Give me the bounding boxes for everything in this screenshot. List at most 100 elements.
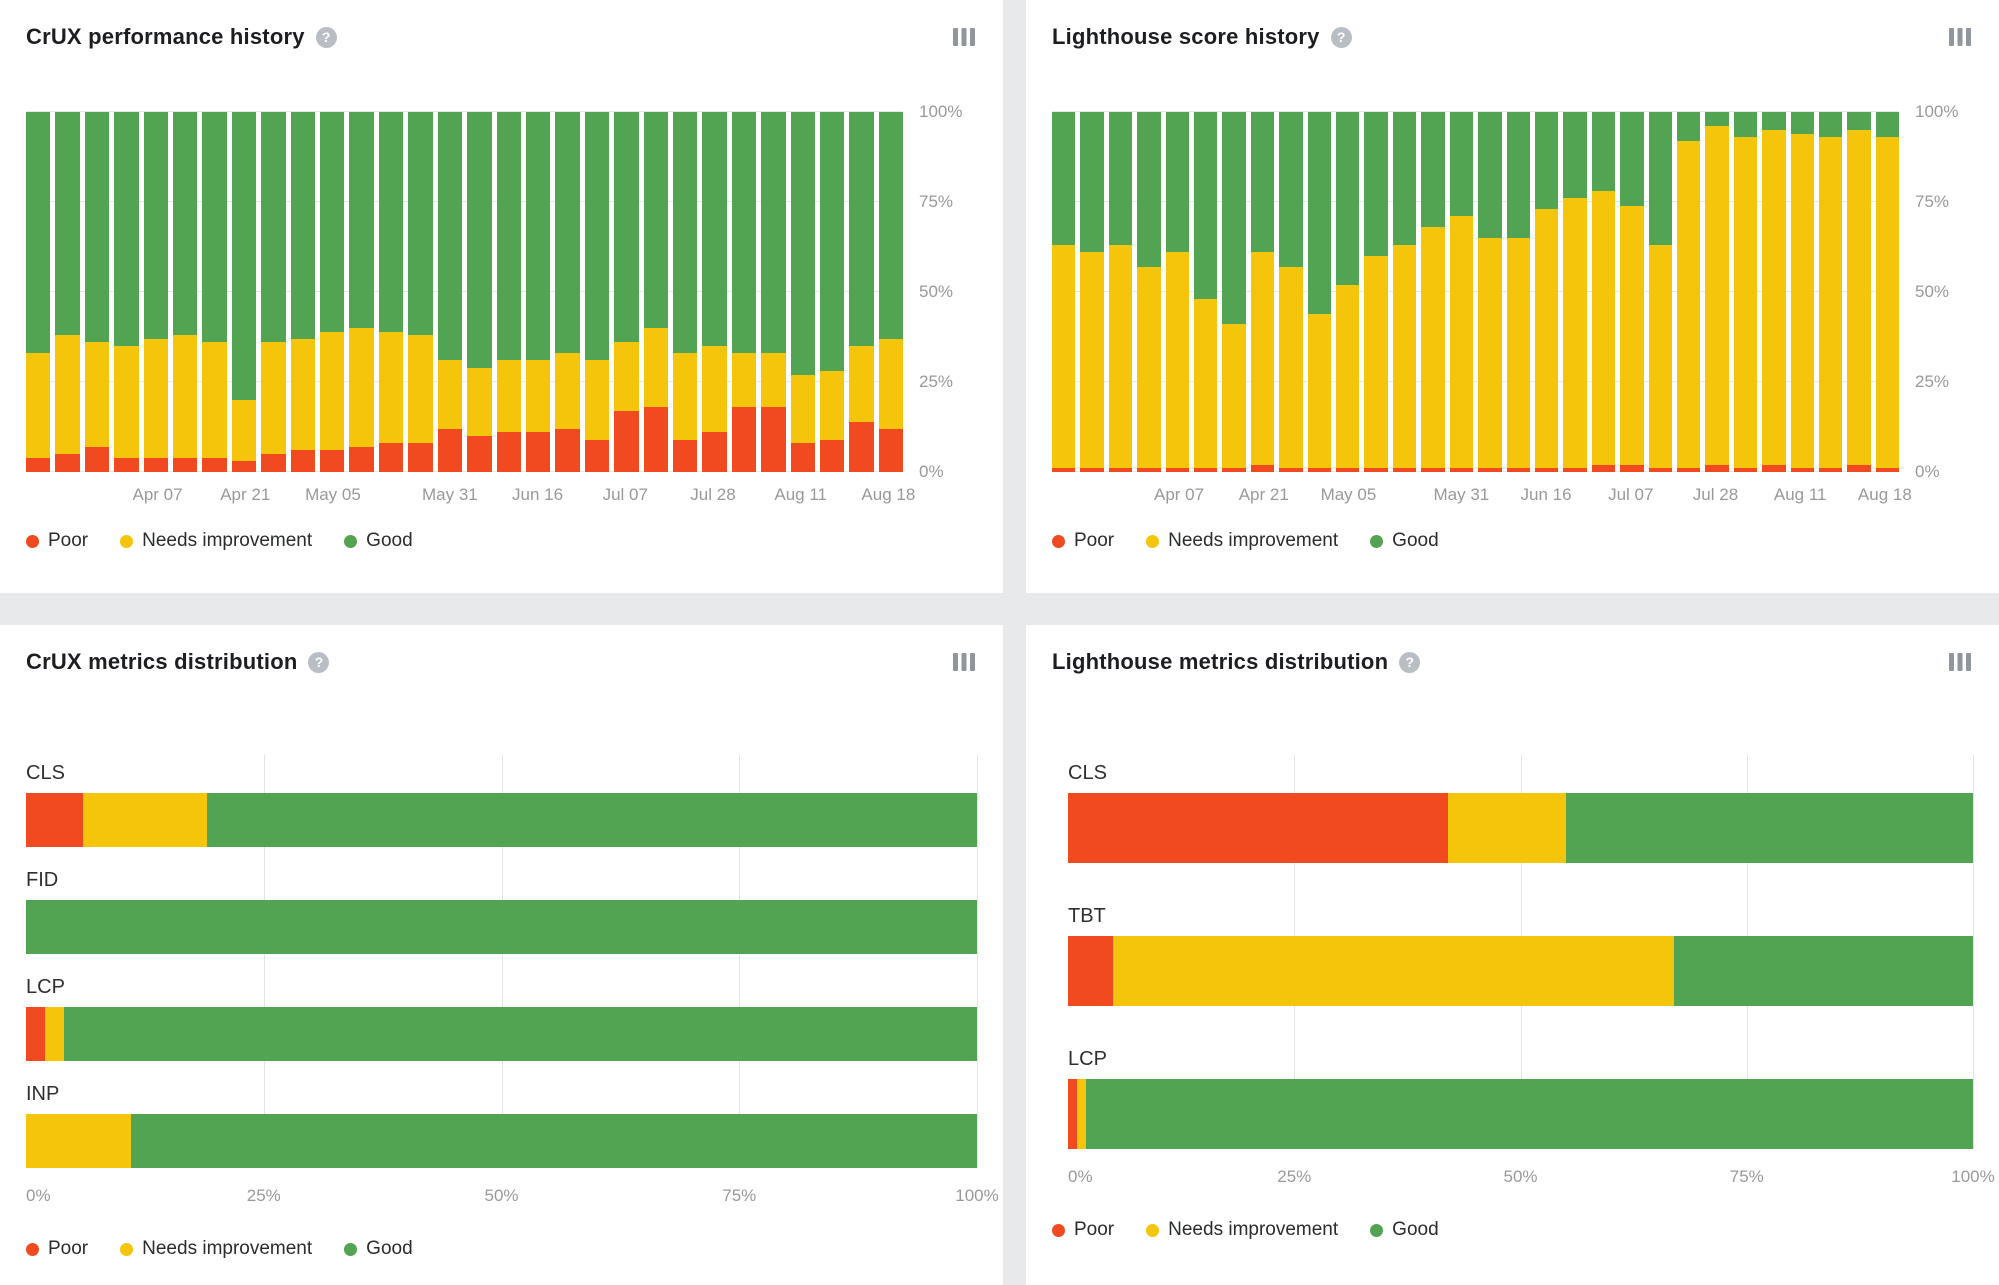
bar-segment-needs_improvement[interactable] xyxy=(1676,140,1701,469)
bar-segment-poor[interactable] xyxy=(1307,468,1332,472)
bar-segment-poor[interactable] xyxy=(1762,464,1786,472)
bar-segment-needs_improvement[interactable] xyxy=(437,360,463,429)
bar-segment-needs_improvement[interactable] xyxy=(1478,238,1502,469)
bar-segment-needs_improvement[interactable] xyxy=(1052,245,1076,469)
bar-segment-good[interactable] xyxy=(1790,112,1814,134)
bar-segment-good[interactable] xyxy=(206,793,977,847)
bar-segment-good[interactable] xyxy=(849,112,874,346)
bar-segment-poor[interactable] xyxy=(437,428,463,472)
bar-segment-poor[interactable] xyxy=(1194,468,1218,472)
legend-item-needs-improvement[interactable]: Needs improvement xyxy=(120,530,312,552)
bar-segment-poor[interactable] xyxy=(1818,468,1843,472)
bar-segment-needs_improvement[interactable] xyxy=(584,360,610,440)
bar-segment-poor[interactable] xyxy=(849,421,874,472)
bar-segment-needs_improvement[interactable] xyxy=(1077,1079,1087,1149)
bar-segment-good[interactable] xyxy=(1534,112,1559,210)
bar-segment-poor[interactable] xyxy=(643,407,668,472)
bar-segment-poor[interactable] xyxy=(1591,464,1616,472)
bar-segment-poor[interactable] xyxy=(731,407,757,472)
legend-item-needs-improvement[interactable]: Needs improvement xyxy=(1146,530,1338,552)
bar-segment-poor[interactable] xyxy=(290,450,316,472)
bar-segment-poor[interactable] xyxy=(231,461,257,472)
bar-segment-poor[interactable] xyxy=(408,443,433,472)
bar-segment-poor[interactable] xyxy=(1392,468,1417,472)
bar-segment-poor[interactable] xyxy=(878,428,904,472)
bar-segment-poor[interactable] xyxy=(1222,468,1246,472)
bar-segment-needs_improvement[interactable] xyxy=(1648,245,1672,469)
bar-segment-poor[interactable] xyxy=(1068,1079,1078,1149)
bar-segment-needs_improvement[interactable] xyxy=(702,346,727,433)
bar-segment-needs_improvement[interactable] xyxy=(1137,266,1161,469)
bar-segment-good[interactable] xyxy=(1086,1079,1973,1149)
bar-segment-needs_improvement[interactable] xyxy=(84,342,110,447)
bar-segment-needs_improvement[interactable] xyxy=(1506,238,1530,469)
bar-segment-good[interactable] xyxy=(408,112,433,336)
bar-segment-poor[interactable] xyxy=(672,439,698,472)
bar-segment-poor[interactable] xyxy=(1165,468,1190,472)
bar-segment-needs_improvement[interactable] xyxy=(849,346,874,422)
bar-segment-poor[interactable] xyxy=(261,453,286,472)
legend-item-poor[interactable]: Poor xyxy=(26,1238,88,1260)
bar-segment-good[interactable] xyxy=(143,112,169,339)
bar-segment-poor[interactable] xyxy=(1790,468,1814,472)
bar-segment-poor[interactable] xyxy=(1648,468,1672,472)
bar-segment-poor[interactable] xyxy=(1563,468,1587,472)
bar-segment-poor[interactable] xyxy=(1080,468,1104,472)
bar-segment-good[interactable] xyxy=(1165,112,1190,253)
bar-segment-needs_improvement[interactable] xyxy=(1818,137,1843,469)
bar-segment-needs_improvement[interactable] xyxy=(1250,252,1275,465)
bar-segment-poor[interactable] xyxy=(114,457,139,472)
columns-icon[interactable] xyxy=(1947,27,1973,47)
bar-segment-poor[interactable] xyxy=(1108,468,1133,472)
bar-segment-poor[interactable] xyxy=(1875,468,1900,472)
bar-segment-needs_improvement[interactable] xyxy=(1222,324,1246,469)
bar-segment-good[interactable] xyxy=(378,112,404,332)
bar-segment-good[interactable] xyxy=(1648,112,1672,246)
bar-segment-needs_improvement[interactable] xyxy=(1336,284,1360,469)
bar-segment-poor[interactable] xyxy=(320,450,345,472)
bar-segment-good[interactable] xyxy=(614,112,639,343)
bar-segment-good[interactable] xyxy=(525,112,551,361)
bar-segment-poor[interactable] xyxy=(614,410,639,472)
bar-segment-good[interactable] xyxy=(555,112,580,354)
bar-segment-needs_improvement[interactable] xyxy=(114,346,139,458)
bar-segment-needs_improvement[interactable] xyxy=(1847,130,1871,465)
help-icon[interactable]: ? xyxy=(315,26,337,48)
legend-item-good[interactable]: Good xyxy=(344,1238,413,1260)
legend-item-good[interactable]: Good xyxy=(1370,530,1439,552)
bar-segment-poor[interactable] xyxy=(378,443,404,472)
legend-item-needs-improvement[interactable]: Needs improvement xyxy=(120,1238,312,1260)
bar-segment-good[interactable] xyxy=(1762,112,1786,130)
bar-segment-good[interactable] xyxy=(320,112,345,332)
bar-segment-poor[interactable] xyxy=(55,453,80,472)
bar-segment-needs_improvement[interactable] xyxy=(1449,216,1474,469)
legend-item-poor[interactable]: Poor xyxy=(1052,1219,1114,1241)
bar-segment-needs_improvement[interactable] xyxy=(1534,209,1559,469)
bar-segment-good[interactable] xyxy=(790,112,815,375)
bar-segment-good[interactable] xyxy=(1506,112,1530,238)
bar-segment-good[interactable] xyxy=(584,112,610,361)
bar-segment-poor[interactable] xyxy=(1733,468,1758,472)
legend-item-poor[interactable]: Poor xyxy=(26,530,88,552)
bar-segment-poor[interactable] xyxy=(1364,468,1388,472)
bar-segment-needs_improvement[interactable] xyxy=(672,353,698,440)
bar-segment-good[interactable] xyxy=(26,112,51,354)
bar-segment-needs_improvement[interactable] xyxy=(761,353,786,408)
bar-segment-good[interactable] xyxy=(130,1114,977,1168)
bar-segment-good[interactable] xyxy=(349,112,374,328)
bar-segment-needs_improvement[interactable] xyxy=(496,360,521,433)
bar-segment-good[interactable] xyxy=(1336,112,1360,285)
bar-segment-poor[interactable] xyxy=(1250,464,1275,472)
bar-segment-good[interactable] xyxy=(1591,112,1616,192)
bar-segment-needs_improvement[interactable] xyxy=(1448,793,1566,863)
bar-segment-good[interactable] xyxy=(1392,112,1417,246)
bar-segment-good[interactable] xyxy=(819,112,845,372)
bar-segment-needs_improvement[interactable] xyxy=(1108,245,1133,469)
bar-segment-poor[interactable] xyxy=(1506,468,1530,472)
bar-segment-good[interactable] xyxy=(437,112,463,361)
bar-segment-needs_improvement[interactable] xyxy=(349,328,374,447)
bar-segment-poor[interactable] xyxy=(1336,468,1360,472)
bar-segment-needs_improvement[interactable] xyxy=(467,367,492,436)
bar-segment-needs_improvement[interactable] xyxy=(819,371,845,440)
bar-segment-good[interactable] xyxy=(1563,112,1587,199)
